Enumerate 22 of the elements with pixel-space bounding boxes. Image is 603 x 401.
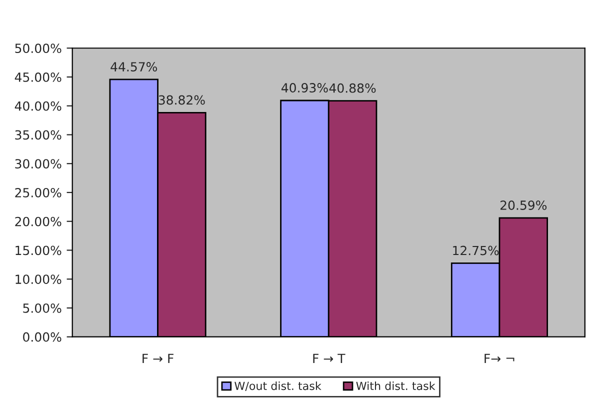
data-label: 12.75% [453,246,499,256]
y-tick-label: 25.00% [15,188,62,198]
data-label: 20.59% [500,200,547,210]
y-tick-label: 30.00% [15,159,62,169]
y-tick-label: 45.00% [14,72,62,82]
y-tick-label: 10.00% [16,274,62,284]
data-label: 40.88% [329,83,376,93]
y-tick-label: 40.00% [14,101,62,111]
y-tick-label: 20.00% [15,216,62,226]
legend-label: With dist. task [356,381,436,390]
data-label: 44.57% [110,62,158,72]
x-tick-label: F → F [142,354,174,364]
y-tick-label: 15.00% [16,246,62,256]
data-label: 40.93% [281,83,328,93]
x-tick-label: F → T [313,354,346,364]
y-tick-label: 50.00% [15,44,62,54]
legend-label: W/out dist. task [234,381,322,391]
x-tick-label: F→ ¬ [484,354,514,364]
y-tick-label: 0.00% [23,332,62,342]
data-label: 38.82% [158,95,205,105]
y-tick-label: 35.00% [15,130,62,140]
y-tick-label: 5.00% [23,303,62,313]
